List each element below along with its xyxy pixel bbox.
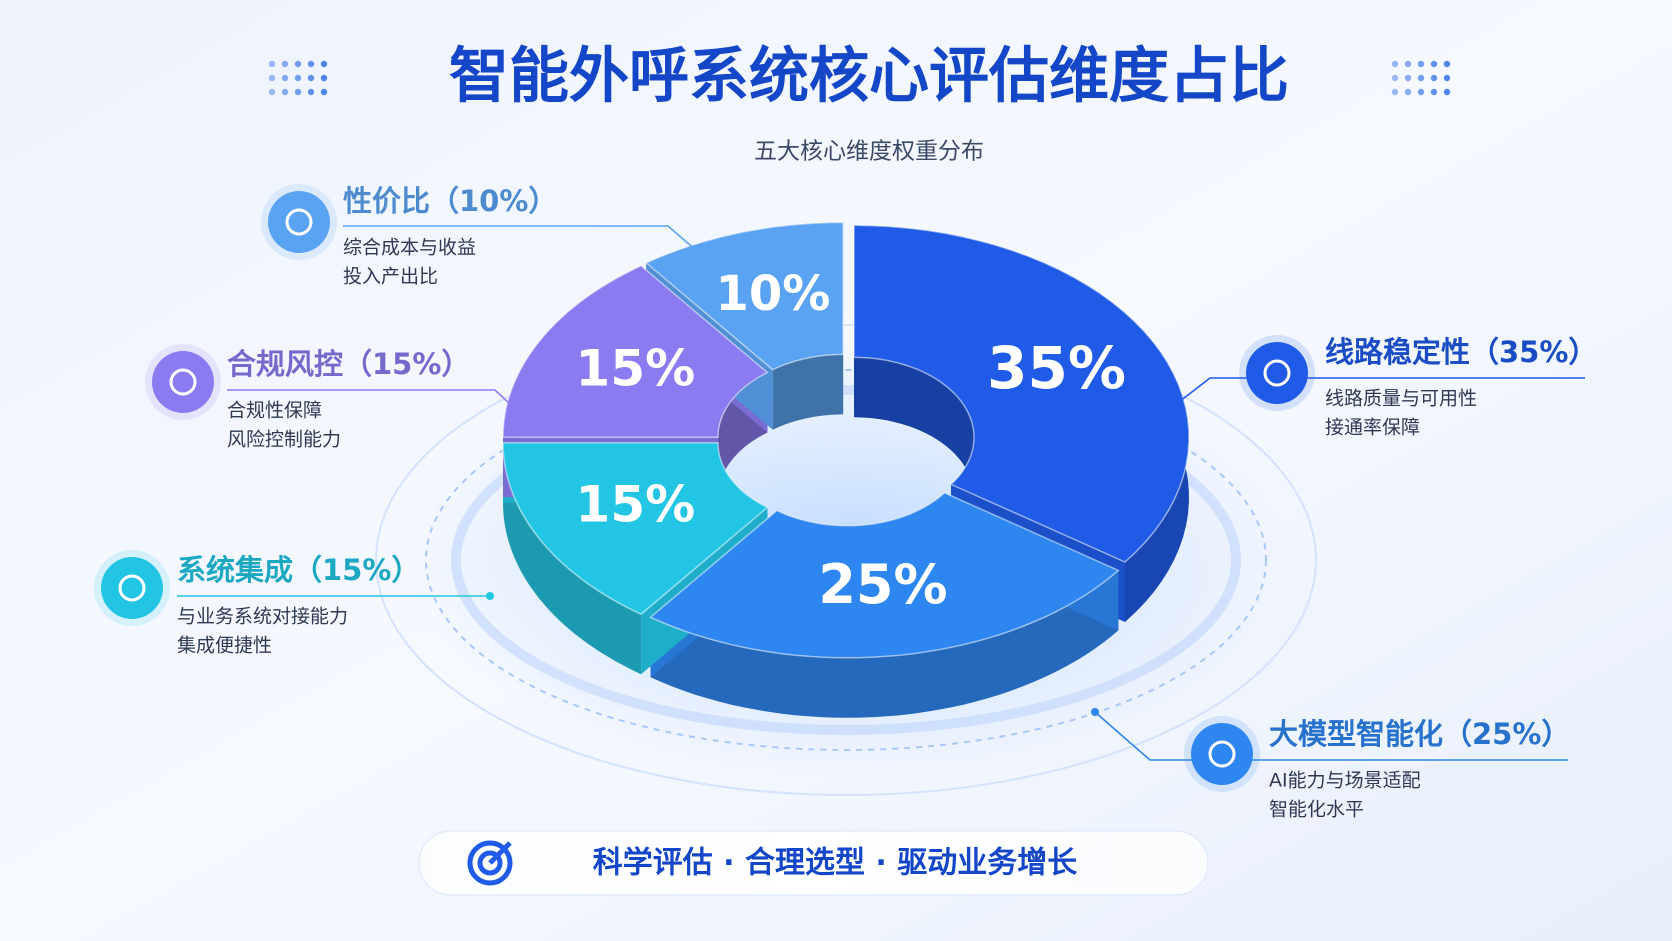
- icon: [1191, 723, 1253, 785]
- callout-desc: 投入产出比: [343, 266, 438, 288]
- leader-dot: [521, 414, 529, 422]
- dot: [1443, 88, 1451, 96]
- icon: [268, 191, 330, 253]
- target-icon: [467, 840, 513, 886]
- dot: [1417, 88, 1425, 96]
- icon: [101, 557, 163, 619]
- leader-line: [227, 389, 526, 419]
- leader-dot: [701, 254, 709, 262]
- dot: [1391, 60, 1399, 68]
- value-label: 15%: [576, 476, 696, 534]
- icon-glyph: [285, 208, 313, 236]
- callout-desc: 风险控制能力: [227, 429, 341, 451]
- leader-line: [343, 225, 706, 259]
- dot: [307, 74, 315, 82]
- dot: [1404, 74, 1412, 82]
- value-label: 35%: [987, 334, 1126, 402]
- value-label: 10%: [716, 266, 831, 322]
- title-dots: [268, 60, 1451, 96]
- callout-title: 线路稳定性（35%）: [1325, 335, 1597, 369]
- wedge: [644, 221, 844, 371]
- wedge-side: [503, 442, 642, 675]
- wedge: [502, 264, 769, 439]
- leader-dot: [1171, 401, 1179, 409]
- icon-glyph: [118, 574, 146, 602]
- callout-desc: 线路质量与可用性: [1325, 388, 1477, 410]
- dot: [268, 74, 276, 82]
- leader-dot: [486, 592, 494, 600]
- dot: [294, 74, 302, 82]
- dot: [1430, 74, 1438, 82]
- dot: [294, 88, 302, 96]
- dot: [1391, 74, 1399, 82]
- callout-desc: 智能化水平: [1269, 799, 1364, 821]
- callout-desc: 集成便捷性: [177, 635, 272, 657]
- leader-line: [1174, 377, 1585, 406]
- dot: [1417, 74, 1425, 82]
- icon-glyph: [1208, 740, 1236, 768]
- value-label: 15%: [576, 339, 696, 397]
- leader-dot: [1091, 708, 1099, 716]
- wedge: [502, 441, 769, 616]
- callout-desc: 接通率保障: [1325, 417, 1420, 439]
- dot: [1443, 60, 1451, 68]
- donut: 35% 25% 15% 15% 10%: [502, 221, 1190, 718]
- callout-title: 性价比（10%）: [343, 184, 557, 218]
- dot: [320, 74, 328, 82]
- wedge-side: [650, 570, 1119, 718]
- callout-desc: AI能力与场景适配: [1269, 770, 1421, 792]
- dot: [1404, 60, 1412, 68]
- icon: [152, 351, 214, 413]
- dot: [1417, 60, 1425, 68]
- dot: [320, 60, 328, 68]
- callout-title: 系统集成（15%）: [177, 553, 420, 587]
- subtitle: 五大核心维度权重分布: [754, 139, 984, 165]
- callout-desc: 与业务系统对接能力: [177, 606, 348, 628]
- dot: [307, 60, 315, 68]
- icon: [1246, 342, 1308, 404]
- dot: [268, 88, 276, 96]
- wedge: [649, 491, 1120, 659]
- callout-title: 大模型智能化（25%）: [1269, 717, 1570, 751]
- callout-desc: 合规性保障: [227, 400, 322, 422]
- dot: [1443, 74, 1451, 82]
- dot: [1430, 88, 1438, 96]
- footer-pill: [418, 830, 1209, 896]
- dot: [307, 88, 315, 96]
- inner-wall: [772, 354, 844, 430]
- callout-title: 合规风控（15%）: [227, 347, 470, 381]
- dot: [1391, 88, 1399, 96]
- dot: [281, 74, 289, 82]
- footer: 科学评估 · 合理选型 · 驱动业务增长: [418, 830, 1209, 896]
- footer-text: 科学评估 · 合理选型 · 驱动业务增长: [593, 846, 1078, 881]
- chart-title: 智能外呼系统核心评估维度占比: [449, 42, 1289, 112]
- inner-wall: [854, 357, 974, 545]
- dot: [1404, 88, 1412, 96]
- value-label: 25%: [818, 553, 947, 616]
- leader-line: [1094, 711, 1568, 761]
- dot: [320, 88, 328, 96]
- dot: [281, 88, 289, 96]
- dot: [294, 60, 302, 68]
- icon-glyph: [1263, 359, 1291, 387]
- dot: [281, 60, 289, 68]
- callout-desc: 综合成本与收益: [343, 237, 476, 259]
- dot: [1430, 60, 1438, 68]
- wedge: [853, 224, 1190, 563]
- dot: [268, 60, 276, 68]
- icon-glyph: [169, 368, 197, 396]
